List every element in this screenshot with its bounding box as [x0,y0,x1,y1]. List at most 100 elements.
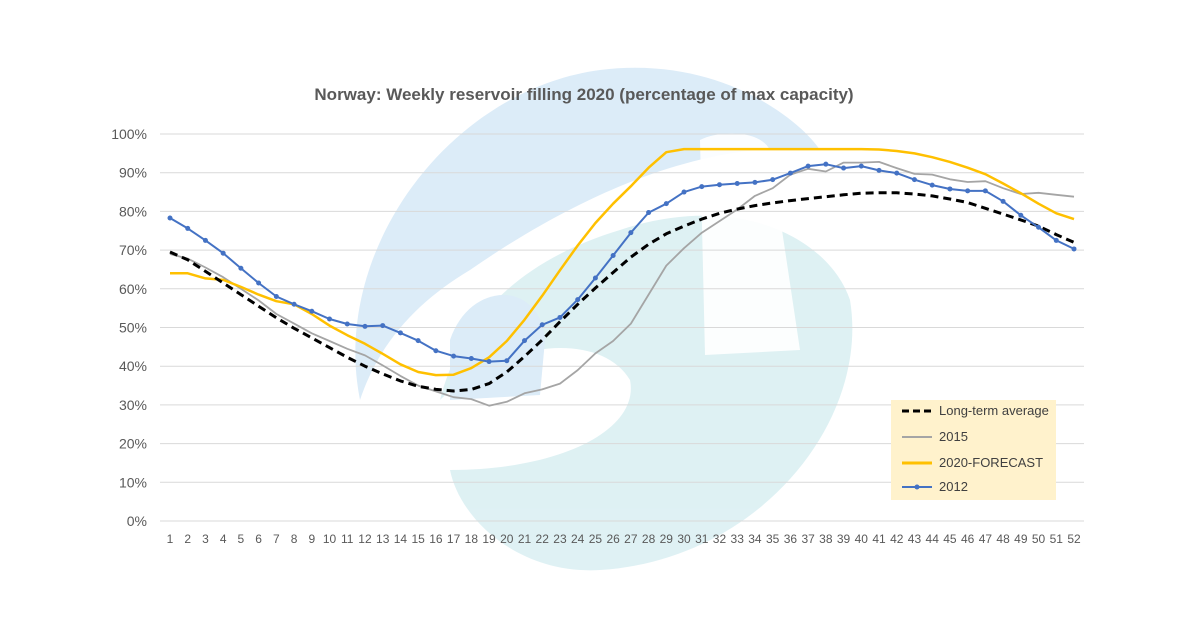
x-tick-label: 42 [890,532,904,546]
x-tick-label: 28 [642,532,656,546]
data-point-2012 [770,177,776,183]
data-point-2012 [238,265,244,271]
x-tick-label: 38 [819,532,833,546]
x-tick-label: 34 [748,532,762,546]
x-tick-label: 35 [766,532,780,546]
legend-label-long-term-average: Long-term average [939,403,1049,418]
data-point-2012 [699,184,705,190]
data-point-2012 [504,358,510,364]
data-point-2012 [539,322,545,328]
series-line-2020-forecast [170,147,1075,377]
x-tick-label: 3 [202,532,209,546]
x-tick-label: 50 [1032,532,1046,546]
x-tick-label: 40 [855,532,869,546]
legend-marker-2012 [914,484,920,490]
x-tick-label: 47 [979,532,993,546]
y-tick-label: 80% [119,203,147,219]
legend-label-2012: 2012 [939,479,968,494]
x-tick-label: 46 [961,532,975,546]
data-point-2012 [805,163,811,169]
legend-label-2020-forecast: 2020-FORECAST [939,455,1043,470]
data-point-2012 [929,182,935,188]
data-point-2012 [522,338,528,344]
data-point-2012 [716,182,722,188]
x-tick-label: 12 [358,532,372,546]
data-point-2012 [1018,212,1024,218]
y-tick-label: 50% [119,320,147,336]
data-point-2012 [167,215,173,221]
data-point-2012 [202,237,208,243]
x-tick-label: 13 [376,532,390,546]
data-point-2012 [256,280,262,286]
x-tick-label: 22 [536,532,550,546]
data-point-2012 [344,321,350,327]
x-tick-label: 5 [238,532,245,546]
data-point-2012 [575,297,581,303]
y-tick-label: 60% [119,281,147,297]
x-tick-label: 51 [1050,532,1064,546]
x-tick-label: 48 [996,532,1010,546]
data-point-2012 [433,348,439,354]
x-tick-label: 52 [1067,532,1081,546]
x-tick-label: 7 [273,532,280,546]
series-line-2012 [169,163,1075,363]
watermark-shape-blue2 [450,295,545,400]
y-tick-label: 20% [119,436,147,452]
data-point-2012 [415,338,421,344]
data-point-2012 [1071,246,1077,252]
data-point-2012 [628,230,634,236]
data-point-2012 [273,294,279,300]
legend-label-2015: 2015 [939,429,968,444]
x-tick-label: 9 [308,532,315,546]
x-tick-label: 43 [908,532,922,546]
y-tick-label: 90% [119,165,147,181]
series-line-long-term-average [169,191,1075,393]
x-tick-label: 4 [220,532,227,546]
data-point-2012 [380,323,386,329]
x-tick-label: 11 [341,532,354,546]
x-tick-label: 23 [553,532,567,546]
data-point-2012 [185,225,191,231]
series-line-2015 [169,160,1075,407]
data-point-2012 [947,186,953,192]
x-tick-label: 36 [784,532,798,546]
data-point-2012 [309,308,315,314]
x-tick-label: 16 [429,532,443,546]
x-tick-label: 30 [677,532,691,546]
data-point-2012 [982,188,988,194]
data-point-2012 [752,179,758,185]
x-tick-label: 17 [447,532,461,546]
x-tick-label: 25 [589,532,603,546]
y-tick-label: 100% [111,126,147,142]
data-point-2012 [610,253,616,259]
x-tick-label: 8 [291,532,298,546]
x-tick-label: 44 [926,532,940,546]
data-point-2012 [876,167,882,173]
data-point-2012 [486,359,492,365]
data-point-2012 [451,353,457,359]
x-tick-label: 39 [837,532,851,546]
x-tick-label: 19 [482,532,496,546]
x-tick-label: 2 [184,532,191,546]
x-tick-label: 1 [167,532,174,546]
data-point-2012 [681,189,687,195]
legend: Long-term average 2015 2020-FORECAST 201… [891,400,1056,500]
x-tick-label: 15 [411,532,425,546]
data-point-2012 [734,181,740,187]
data-point-2012 [663,201,669,207]
data-point-2012 [965,188,971,194]
data-point-2012 [592,275,598,281]
data-point-2012 [1036,224,1042,230]
data-point-2012 [557,314,563,320]
x-tick-label: 31 [695,532,709,546]
logo-watermark [355,67,853,571]
x-tick-label: 49 [1014,532,1028,546]
data-point-2012 [1000,198,1006,204]
y-tick-label: 10% [119,474,147,490]
x-tick-label: 18 [465,532,479,546]
chart-title: Norway: Weekly reservoir filling 2020 (p… [314,85,853,104]
data-point-2012 [1053,237,1059,243]
data-point-2012 [291,301,297,307]
x-tick-label: 45 [943,532,957,546]
legend-box [891,400,1056,500]
